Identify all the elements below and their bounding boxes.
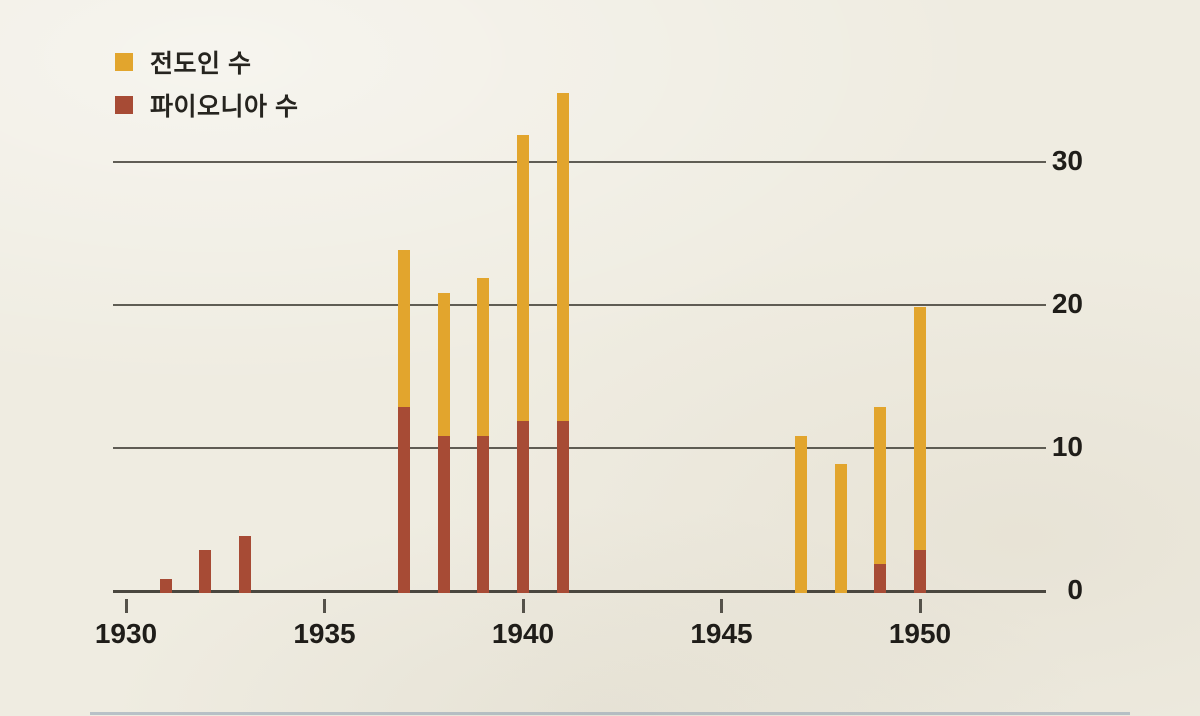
bar-pioneers-1941 [556, 421, 569, 593]
publishers-swatch-icon [115, 53, 133, 71]
bar-pioneers-1933 [239, 535, 252, 593]
x-axis-tick-1950 [918, 599, 922, 613]
y-axis-label-30: 30 [1051, 145, 1083, 176]
x-axis-tick-1940 [521, 599, 525, 613]
legend-label-pioneers: 파이오니아 수 [150, 93, 299, 121]
bar-pioneers-1949 [874, 564, 887, 593]
bottom-edge-line [90, 712, 1130, 715]
x-axis-label-1930: 1930 [94, 618, 158, 649]
gridline-30 [113, 161, 1046, 163]
x-axis-tick-1935 [323, 599, 326, 613]
bar-pioneers-1938 [437, 435, 450, 593]
legend: 전도인 수 파이오니아 수 [115, 47, 298, 133]
bar-publishers-1949 [874, 407, 887, 593]
x-axis-label-1940: 1940 [491, 618, 555, 649]
gridline-20 [113, 304, 1046, 306]
gridline-10 [113, 447, 1046, 449]
legend-item-publishers: 전도인 수 [115, 47, 298, 78]
pioneers-swatch-icon [115, 96, 133, 114]
x-axis-label-1945: 1945 [690, 618, 753, 649]
legend-item-pioneers: 파이오니아 수 [115, 90, 299, 121]
legend-label-publishers: 전도인 수 [150, 50, 252, 78]
y-axis-label-20: 20 [1051, 288, 1083, 319]
bar-pioneers-1939 [477, 435, 490, 593]
bar-publishers-1947 [794, 435, 807, 593]
bar-pioneers-1950 [914, 550, 926, 593]
bar-pioneers-1937 [397, 407, 410, 593]
bar-publishers-1950 [914, 307, 926, 593]
x-axis-label-1950: 1950 [888, 618, 952, 649]
x-axis-tick-1945 [720, 599, 723, 613]
y-axis-label-0: 0 [1067, 574, 1083, 605]
x-axis-tick-1930 [124, 599, 128, 613]
y-axis-label-10: 10 [1051, 431, 1083, 462]
bar-pioneers-1940 [517, 421, 529, 593]
x-axis-line [113, 590, 1046, 593]
bar-pioneers-1931 [159, 578, 172, 593]
bar-pioneers-1932 [199, 550, 212, 593]
x-axis-label-1935: 1935 [293, 618, 356, 649]
bar-publishers-1948 [834, 464, 847, 593]
